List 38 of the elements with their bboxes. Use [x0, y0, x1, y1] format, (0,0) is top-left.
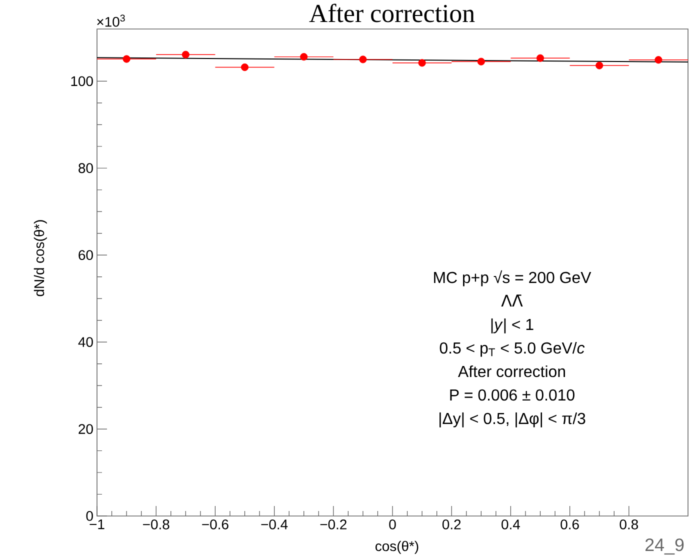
point [240, 63, 249, 72]
y-tick-label: 20 [78, 424, 93, 434]
annotation: ΛΛ̄ [501, 294, 523, 306]
x-tick-label: −0.4 [261, 519, 288, 530]
y-tick-label: 60 [78, 250, 93, 260]
annotation: After correction [458, 365, 565, 378]
annotation: |y| < 1 [491, 318, 534, 334]
y-tick-label: 0 [86, 511, 93, 521]
y-tick-label: 100 [71, 76, 93, 86]
point [418, 59, 426, 67]
annotation: P = 0.006 ± 0.010 [450, 389, 574, 401]
annotation: 0.5 < p$_{T}$ < 5.0 GeV/c [440, 342, 585, 357]
annotation: MC p+p √s = 200 GeV [434, 270, 592, 286]
x-tick-label: −0.6 [202, 519, 228, 530]
y-tick-label: 40 [78, 337, 93, 347]
x-tick-label: 0.2 [442, 519, 461, 530]
y-axis-title: dN/d cos(θ*) [34, 220, 47, 296]
point [359, 56, 367, 64]
annotation: |Δy| < 0.5, |Δφ| < π/3 [440, 412, 586, 428]
x-tick-label: −0.8 [143, 519, 170, 530]
chart-title: After correction [309, 4, 475, 22]
point [654, 56, 662, 64]
x-tick-label: 0.4 [502, 519, 520, 530]
point [536, 54, 544, 62]
x-tick-label: −0.2 [320, 519, 346, 530]
x-tick-label: −1 [90, 520, 104, 530]
x-tick-label: 0.8 [620, 519, 638, 530]
point [122, 55, 130, 63]
point [182, 50, 190, 58]
x-tick-label: 0.6 [560, 519, 579, 530]
text: ×10$^{3}$ [97, 14, 125, 27]
x-tick-label: 0 [389, 519, 396, 530]
y-tick-label: 80 [78, 163, 93, 174]
point [300, 53, 308, 61]
point [477, 58, 485, 66]
text: 24_9 [645, 538, 684, 555]
x-axis-title: cos(θ*) [376, 540, 418, 554]
point [596, 62, 604, 70]
